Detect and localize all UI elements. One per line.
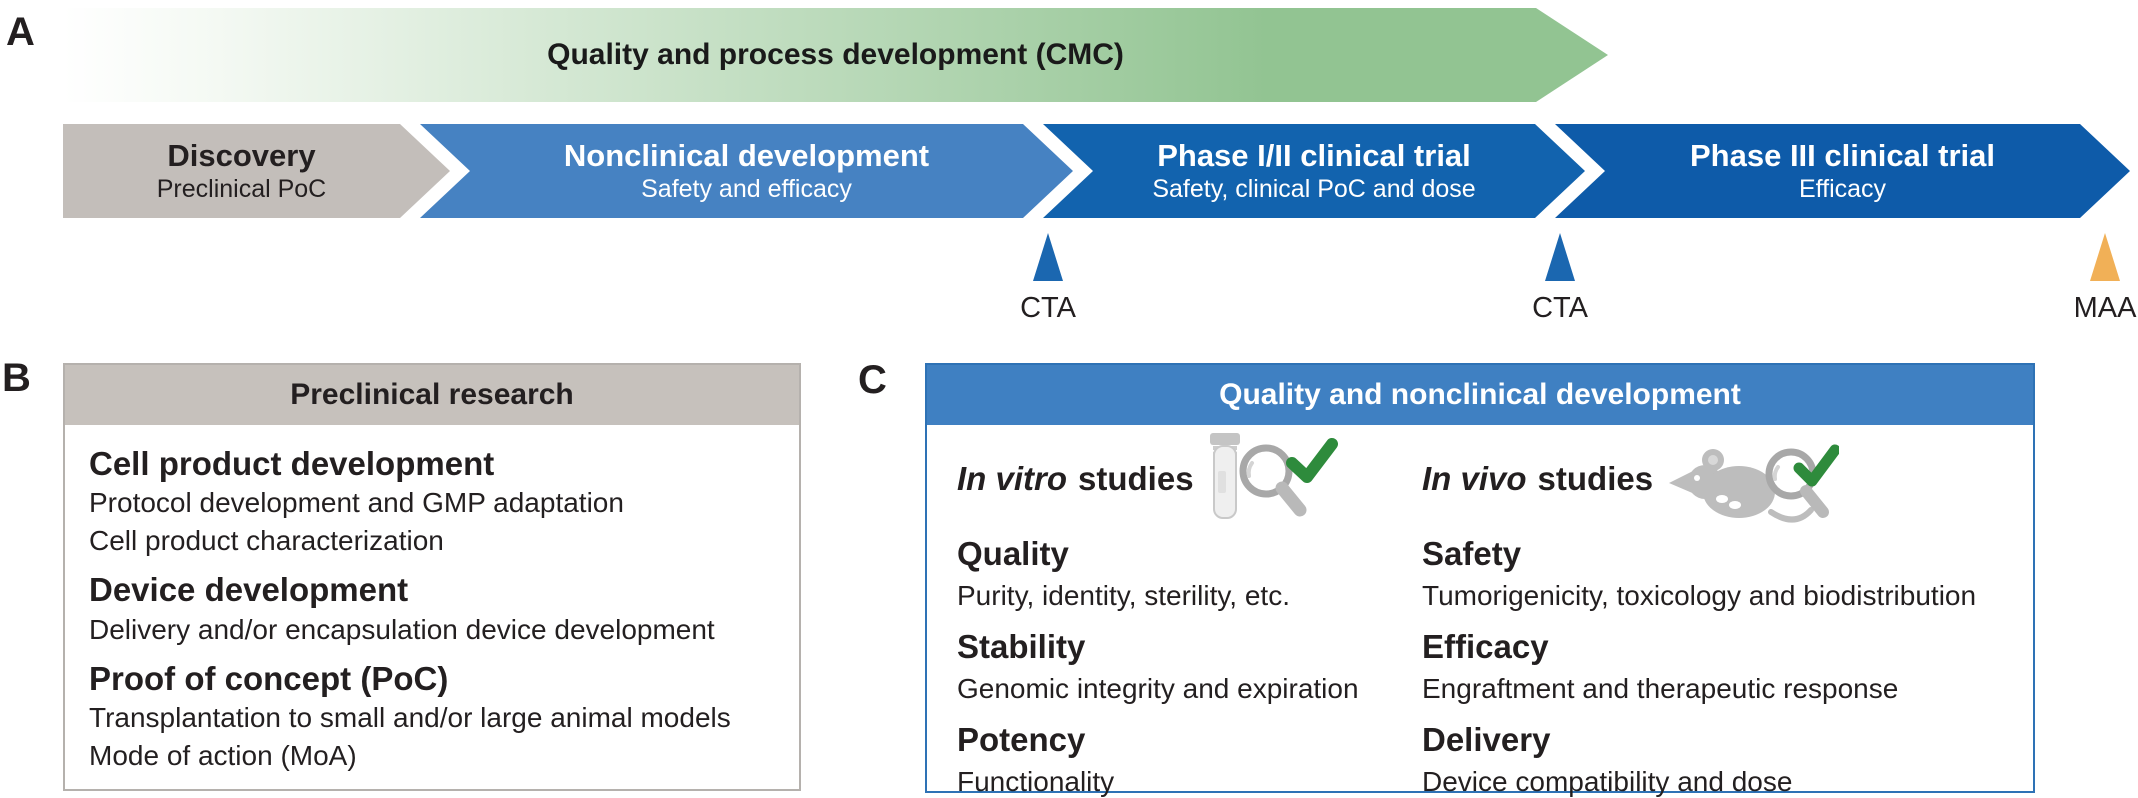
stage-subtitle: Preclinical PoC: [156, 174, 327, 203]
item-title: Safety: [1422, 535, 1522, 572]
stage-phase-1-2-trial: Phase I/II clinical trial Safety, clinic…: [1043, 124, 1585, 218]
item-desc: Device compatibility and dose: [1422, 765, 1793, 797]
quality-nonclinical-box: Quality and nonclinical development In v…: [925, 363, 2035, 797]
item-title: Proof of concept (PoC): [89, 660, 449, 698]
quality-nonclinical-header: Quality and nonclinical development: [927, 365, 2033, 425]
item-title: Cell product development: [89, 445, 495, 482]
quality-nonclinical-body: In vitro studies Quality Purity, iden: [927, 425, 2033, 798]
mouse-magnifier-check-icon: [1669, 444, 1840, 523]
preclinical-research-box: Preclinical research Cell product develo…: [63, 363, 801, 791]
maa-milestone-label: MAA: [2073, 292, 2137, 324]
stage-title: Nonclinical development: [563, 137, 930, 173]
panel-c-label: C: [858, 358, 887, 402]
in-vivo-column: In vivo studies: [1422, 437, 2033, 798]
stage-title: Phase III clinical trial: [1690, 137, 1995, 173]
stage-phase-3-trial: Phase III clinical trial Efficacy: [1555, 124, 2130, 218]
cta-milestone-triangle-icon: [1545, 233, 1575, 281]
stage-subtitle: Safety, clinical PoC and dose: [1152, 174, 1476, 203]
item-line: Transplantation to small and/or large an…: [89, 702, 731, 734]
in-vitro-heading: In vitro studies: [957, 460, 1194, 497]
item-desc: Purity, identity, sterility, etc.: [957, 579, 1290, 611]
cta-milestone-label: CTA: [1532, 292, 1588, 324]
cmc-process-arrow: Quality and process development (CMC): [63, 8, 1608, 102]
item-title: Delivery: [1422, 720, 1551, 758]
cmc-arrow-label: Quality and process development (CMC): [547, 38, 1124, 71]
in-vitro-column: In vitro studies Quality Purity, iden: [957, 433, 1422, 798]
panel-b-label: B: [2, 356, 31, 400]
item-line: Mode of action (MoA): [89, 739, 357, 771]
item-desc: Tumorigenicity, toxicology and biodistri…: [1422, 579, 1977, 611]
item-title: Potency: [957, 720, 1086, 758]
cta-milestone-triangle-icon: [1033, 233, 1063, 281]
item-title: Quality: [957, 535, 1069, 572]
item-desc: Engraftment and therapeutic response: [1422, 672, 1899, 704]
item-title: Device development: [89, 571, 409, 609]
in-vivo-heading: In vivo studies: [1422, 460, 1654, 497]
stage-nonclinical-development: Nonclinical development Safety and effic…: [420, 124, 1073, 218]
cta-milestone-label: CTA: [1020, 292, 1076, 324]
item-desc: Functionality: [957, 765, 1115, 797]
stage-title: Phase I/II clinical trial: [1157, 137, 1471, 173]
panel-a-label: A: [6, 10, 35, 54]
stage-discovery: Discovery Preclinical PoC: [63, 124, 450, 218]
preclinical-research-body: Cell product development Protocol develo…: [65, 425, 799, 774]
item-line: Protocol development and GMP adaptation: [89, 487, 624, 519]
item-title: Stability: [957, 627, 1086, 665]
item-title: Efficacy: [1422, 627, 1549, 665]
preclinical-research-header: Preclinical research: [65, 365, 799, 425]
vial-magnifier-check-icon: [1209, 433, 1338, 519]
item-line: Delivery and/or encapsulation device dev…: [89, 613, 715, 645]
maa-milestone-triangle-icon: [2090, 233, 2120, 281]
stage-title: Discovery: [167, 137, 316, 173]
stage-subtitle: Safety and efficacy: [641, 174, 852, 203]
item-desc: Genomic integrity and expiration: [957, 672, 1359, 704]
item-line: Cell product characterization: [89, 524, 444, 556]
stage-subtitle: Efficacy: [1798, 174, 1887, 203]
